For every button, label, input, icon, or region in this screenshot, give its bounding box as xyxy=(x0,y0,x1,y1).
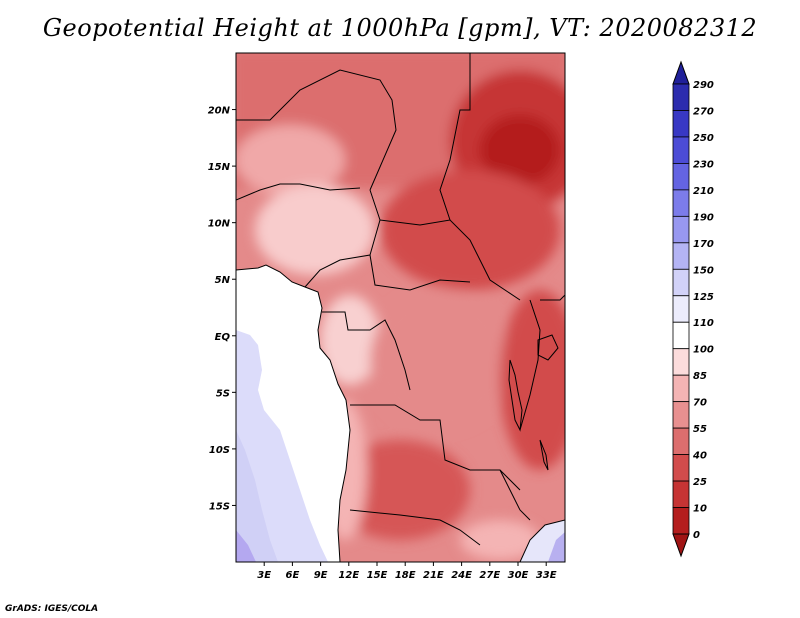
grads-credit: GrADS: IGES/COLA xyxy=(5,604,99,614)
x-tick-label: 33E xyxy=(536,570,557,581)
colorbar-swatch xyxy=(672,83,690,111)
border-uganda-kenya xyxy=(540,294,565,301)
x-tick-label: 3E xyxy=(257,570,271,581)
border-niger-chad-north xyxy=(236,69,397,191)
colorbar: 2902702502302101901701501251101008570554… xyxy=(672,60,714,558)
border-east xyxy=(519,299,541,431)
x-tick-label: 24E xyxy=(451,570,472,581)
x-tick-label: 12E xyxy=(338,570,359,581)
colorbar-swatch xyxy=(672,454,690,482)
border-nigeria-cameroon xyxy=(304,189,381,288)
y-tick-label: 5N xyxy=(215,275,231,286)
x-tick-label: 6E xyxy=(286,570,300,581)
x-tick-label: 30E xyxy=(508,570,529,581)
x-axis: 3E 6E 9E 12E 15E 18E 21E 24E 27E 30E 33E xyxy=(257,562,557,581)
colorbar-swatch xyxy=(672,136,690,164)
coastline-west xyxy=(236,264,351,562)
colorbar-swatch xyxy=(672,110,690,138)
colorbar-label: 270 xyxy=(693,106,714,117)
border-sahel xyxy=(236,183,361,201)
colorbar-swatch xyxy=(672,295,690,323)
colorbar-swatch xyxy=(672,348,690,376)
x-tick-label: 15E xyxy=(367,570,388,581)
colorbar-bottom-arrow xyxy=(672,533,690,558)
colorbar-swatch xyxy=(672,480,690,508)
x-tick-label: 27E xyxy=(479,570,500,581)
y-tick-label: 15S xyxy=(209,501,230,512)
y-tick-label: 20N xyxy=(208,106,231,117)
map-frame xyxy=(235,52,566,563)
colorbar-swatch xyxy=(672,242,690,270)
border-zambia xyxy=(499,469,531,521)
y-tick-label: EQ xyxy=(215,332,231,343)
y-axis: 20N 15N 10N 5N EQ 5S 10S 15S xyxy=(208,106,236,512)
border-congo xyxy=(322,311,411,391)
colorbar-label: 85 xyxy=(693,371,707,382)
colorbar-swatch xyxy=(672,189,690,217)
colorbar-label: 25 xyxy=(693,477,707,488)
y-tick-label: 5S xyxy=(216,388,230,399)
ocean-se-deep xyxy=(548,532,565,562)
field-layer xyxy=(236,53,565,562)
colorbar-label: 190 xyxy=(693,212,714,223)
field-gabon xyxy=(320,295,380,385)
colorbar-label: 210 xyxy=(693,186,714,197)
colorbar-label: 70 xyxy=(693,398,707,409)
border-car xyxy=(379,219,521,301)
field-congo xyxy=(370,290,510,430)
colorbar-swatch xyxy=(672,321,690,350)
field-ne-core xyxy=(480,115,560,185)
colorbar-label: 100 xyxy=(693,345,714,356)
border-car-south xyxy=(369,254,471,291)
country-borders xyxy=(236,53,565,546)
ocean-sw-corner xyxy=(236,530,256,562)
field-nigeria xyxy=(255,185,375,275)
colorbar-top-arrow xyxy=(672,60,690,85)
colorbar-label: 40 xyxy=(692,451,707,462)
colorbar-label: 10 xyxy=(693,504,707,515)
colorbar-label: 230 xyxy=(693,159,714,170)
colorbar-swatch xyxy=(672,427,690,455)
ocean-lavender-deep xyxy=(236,430,278,562)
colorbar-label: 55 xyxy=(693,424,707,435)
colorbar-swatch xyxy=(672,401,690,429)
colorbar-swatch xyxy=(672,163,690,191)
colorbar-swatch xyxy=(672,215,690,244)
coastline-east xyxy=(519,519,565,562)
y-tick-label: 15N xyxy=(208,162,231,173)
chart-title: Geopotential Height at 1000hPa [gpm], VT… xyxy=(42,14,758,42)
field-mozambique xyxy=(460,520,540,560)
x-tick-label: 21E xyxy=(423,570,444,581)
colorbar-label: 150 xyxy=(693,265,714,276)
border-angola-south xyxy=(349,509,481,546)
y-tick-label: 10N xyxy=(208,219,231,230)
colorbar-swatch xyxy=(672,507,690,535)
field-east-band xyxy=(380,170,560,290)
y-tick-label: 10S xyxy=(209,445,230,456)
field-east-africa xyxy=(500,290,565,470)
x-tick-label: 18E xyxy=(395,570,416,581)
border-chad-sudan xyxy=(439,53,471,221)
colorbar-swatch xyxy=(672,268,690,297)
colorbar-label: 0 xyxy=(693,530,700,541)
x-tick-label: 9E xyxy=(314,570,328,581)
colorbar-label: 170 xyxy=(693,239,714,250)
colorbar-label: 125 xyxy=(693,292,714,303)
colorbar-swatch xyxy=(672,374,690,403)
colorbar-label: 290 xyxy=(693,80,714,91)
field-west-sahel xyxy=(236,125,345,195)
colorbar-label: 110 xyxy=(693,318,714,329)
border-angola-north xyxy=(350,404,521,491)
lake-malawi xyxy=(539,439,549,471)
colorbar-label: 250 xyxy=(693,133,714,144)
